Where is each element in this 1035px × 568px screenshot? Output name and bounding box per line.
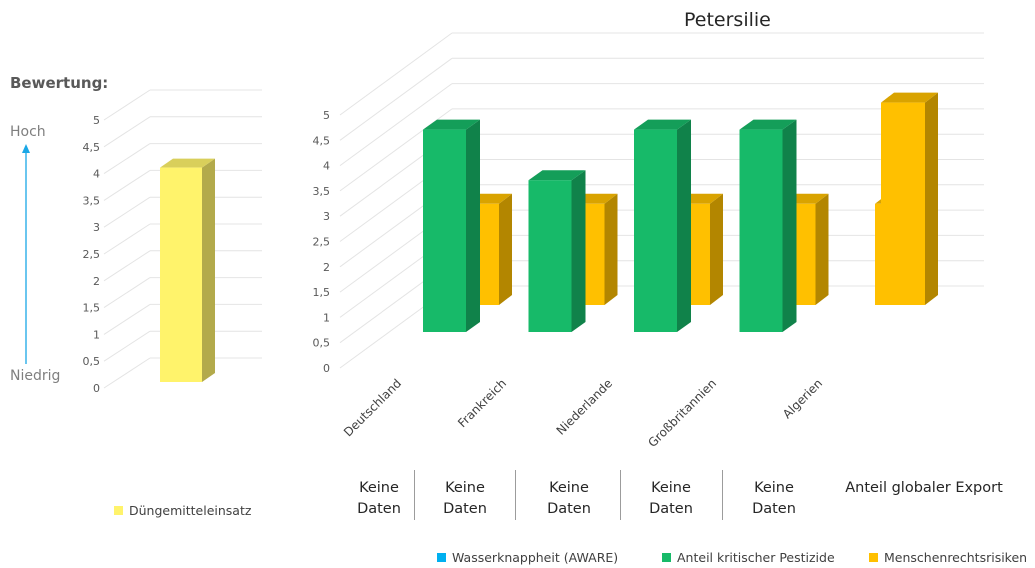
y-tick-label: 2 (93, 275, 100, 288)
bar-fertilizer (160, 167, 202, 382)
bar-fertilizer-top (160, 158, 215, 168)
y-tick-label: 3 (93, 221, 100, 234)
bar-pesticides (528, 180, 572, 332)
grid-diagonal (339, 83, 453, 167)
legend-swatch (662, 553, 671, 562)
legend-swatch (437, 553, 446, 562)
scale-low-label: Niedrig (10, 368, 61, 384)
y-tick-label: 2,5 (83, 248, 101, 261)
grid-diagonal (103, 277, 151, 309)
y-tick-label: 4 (93, 168, 100, 181)
scale-high-label: Hoch (10, 124, 46, 140)
y-tick-label: 0 (323, 362, 330, 375)
bar-pesticides-top (423, 119, 480, 130)
category-label: Großbritannien (645, 376, 719, 450)
no-data-cell: Keine Daten (547, 480, 591, 517)
no-data-cell: Keine Daten (649, 480, 693, 517)
legend-item-water: Wasserknappheit (AWARE) (437, 550, 618, 565)
no-data-cell: Keine Daten (443, 480, 487, 517)
y-tick-label: 5 (93, 114, 100, 127)
bar-pesticides (423, 129, 466, 332)
y-tick-label: 0,5 (83, 355, 101, 368)
main-chart-category-labels: Deutschland Frankreich Niederlande Großbrit… (341, 376, 825, 450)
grid-diagonal (103, 196, 151, 228)
grid-diagonal (103, 223, 151, 255)
category-label: Deutschland (341, 376, 404, 439)
bar-human-rights-top (881, 92, 938, 103)
grid-diagonal (103, 330, 151, 362)
export-share-cell: Anteil globaler Export (845, 480, 1003, 496)
grid-diagonal (103, 169, 151, 201)
bar-human-rights-side (815, 193, 829, 305)
y-tick-label: 2,5 (313, 236, 331, 249)
y-tick-label: 1,5 (313, 286, 331, 299)
bar-human-rights-side (925, 92, 938, 305)
left-chart-y-ticks: 0 0,5 1 1,5 2 2,5 3 3,5 4 4,5 5 (83, 114, 101, 395)
y-tick-label: 3,5 (313, 185, 331, 198)
bar-human-rights-side (710, 193, 723, 305)
y-tick-label: 4,5 (313, 134, 331, 147)
y-tick-label: 0,5 (313, 337, 331, 350)
grid-diagonal (103, 250, 151, 282)
category-label: Frankreich (455, 376, 509, 430)
grid-diagonal (103, 116, 151, 148)
legend-label: Düngemitteleinsatz (129, 503, 252, 518)
bar-pesticides-top (739, 119, 797, 130)
chart-title: Petersilie (684, 9, 771, 31)
category-label: Algerien (780, 376, 825, 421)
bar-pesticides-side (466, 119, 480, 332)
grid-diagonal (339, 32, 453, 116)
grid-diagonal (103, 357, 151, 389)
bar-pesticides-side (571, 170, 586, 332)
y-tick-label: 2 (323, 261, 330, 274)
legend-swatch (114, 506, 123, 515)
bar-human-rights-side (499, 193, 512, 305)
bar-fertilizer-side (202, 158, 215, 382)
left-chart-bars (160, 158, 215, 382)
legend-item-human-rights: Menschenrechtsrisiken (869, 550, 1027, 565)
grid-diagonal (103, 303, 151, 335)
bar-pesticides-side (677, 119, 691, 332)
y-tick-label: 3,5 (83, 194, 101, 207)
y-tick-label: 1 (323, 311, 330, 324)
table-divider (620, 470, 621, 520)
legend-item-fertilizer: Düngemitteleinsatz (114, 503, 251, 518)
bar-pesticides (739, 129, 783, 332)
y-tick-label: 4,5 (83, 141, 101, 154)
table-divider (515, 470, 516, 520)
legend-label: Wasserknappheit (AWARE) (452, 550, 619, 565)
bar-pesticides (634, 129, 677, 332)
bar-human-rights-side (604, 193, 618, 305)
no-data-cell: Keine Daten (752, 480, 796, 517)
no-data-cell: Keine Daten (357, 480, 401, 517)
table-divider (722, 470, 723, 520)
legend-swatch (869, 553, 878, 562)
bar-pesticides-side (782, 119, 797, 332)
y-tick-label: 5 (323, 109, 330, 122)
y-tick-label: 1 (93, 328, 100, 341)
grid-diagonal (339, 57, 453, 141)
bar-human-rights (881, 102, 925, 305)
legend-label: Anteil kritischer Pestizide (677, 550, 835, 565)
category-label: Niederlande (554, 376, 615, 437)
y-tick-label: 3 (323, 210, 330, 223)
y-tick-label: 4 (323, 160, 330, 173)
y-tick-label: 0 (93, 382, 100, 395)
legend-item-pesticides: Anteil kritischer Pestizide (662, 550, 835, 565)
grid-diagonal (103, 89, 151, 121)
rating-header: Bewertung: (10, 74, 109, 92)
bar-pesticides-top (528, 170, 586, 181)
main-chart-y-ticks: 0 0,5 1 1,5 2 2,5 3 3,5 4 4,5 5 (313, 109, 331, 375)
scale-arrow-head-icon (22, 144, 30, 153)
grid-diagonal (103, 143, 151, 175)
table-divider (414, 470, 415, 520)
y-tick-label: 1,5 (83, 302, 101, 315)
main-chart-bars (423, 92, 938, 332)
bar-pesticides-top (634, 119, 691, 130)
legend-label: Menschenrechtsrisiken (884, 550, 1028, 565)
